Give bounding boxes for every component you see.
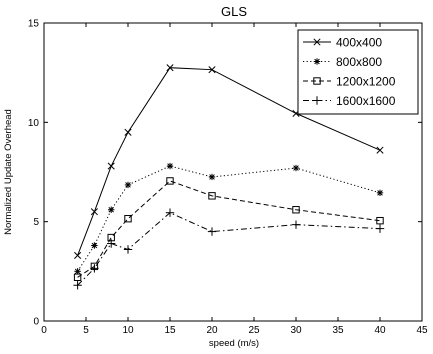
x-tick-label: 45 [416, 325, 428, 336]
series-2-point [108, 206, 115, 213]
series-4-point [291, 220, 301, 229]
series-2-point [208, 173, 216, 181]
series-1-point [376, 146, 384, 154]
chart-title: GLS [221, 4, 247, 19]
series-1-point [208, 66, 216, 74]
series-3-point [292, 206, 300, 214]
series-3-point [208, 192, 216, 200]
series-1-point [124, 128, 132, 136]
x-tick-label: 25 [248, 325, 260, 336]
series-2-point [124, 181, 132, 189]
plot-frame [43, 22, 423, 322]
x-axis-label: speed (m/s) [209, 338, 259, 349]
x-tick-label: 20 [206, 325, 218, 336]
series-3-point [166, 177, 174, 185]
series-line-3 [77, 180, 381, 278]
series-line-1 [77, 67, 381, 256]
legend-swatch-marker [313, 38, 321, 46]
legend-swatch-marker [312, 96, 322, 105]
series-2-point [292, 164, 300, 172]
y-tick-label: 15 [28, 19, 40, 30]
x-tick-label: 40 [374, 325, 386, 336]
x-tick-label: 15 [164, 325, 176, 336]
legend-swatch-marker [313, 77, 321, 85]
plot-area: 0 5 10 15 20 25 30 35 40 45 0 5 10 15 [28, 19, 428, 337]
series-4-point [375, 224, 385, 233]
series-2-point [91, 242, 98, 249]
legend-label: 400x400 [336, 36, 382, 50]
legend-label: 1600x1600 [336, 94, 396, 108]
x-tick-label: 30 [290, 325, 302, 336]
y-tick-label: 0 [33, 317, 39, 328]
y-tick-label: 5 [33, 217, 39, 228]
series-1-point [166, 64, 174, 72]
series-1-point [107, 162, 115, 170]
series-4-point [90, 264, 99, 273]
series-line-2 [77, 165, 381, 272]
x-tick-label: 5 [83, 325, 89, 336]
legend-label: 800x800 [336, 55, 382, 69]
series-3-point [376, 216, 384, 225]
x-tick-label: 35 [332, 325, 344, 336]
series-1-point [90, 208, 98, 216]
series-4-point [107, 239, 116, 248]
series-4-point [165, 208, 175, 217]
series-2-point [166, 162, 174, 170]
series-2-point [74, 268, 81, 275]
series-4-point [73, 281, 82, 290]
x-tick-label: 0 [41, 325, 47, 336]
series-4-point [123, 245, 133, 254]
series-3-point [73, 273, 82, 281]
series-3-point [124, 214, 132, 223]
series-4-point [207, 227, 217, 236]
x-tick-label: 10 [122, 325, 134, 336]
legend: 400x400 800x800 1200x1200 1600x1600 [297, 29, 419, 115]
y-tick-label: 10 [28, 118, 40, 129]
series-line-4 [77, 212, 381, 286]
series-2-point [376, 189, 384, 197]
legend-label: 1200x1200 [336, 75, 396, 89]
y-axis-label: Normalized Update Overhead [3, 109, 14, 235]
series-1-point [74, 251, 82, 259]
legend-swatch-marker [313, 58, 321, 65]
